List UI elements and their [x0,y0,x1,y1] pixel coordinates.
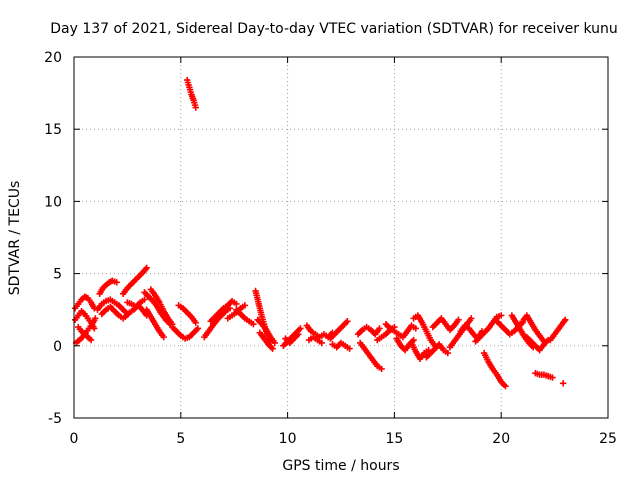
data-point [92,315,99,322]
tick-labels: 0 5 10 15 20 25 -5 0 5 10 15 20 [44,50,617,447]
data-point [143,264,150,272]
data-point [378,365,385,373]
data-point [192,319,199,326]
y-tick-label: 10 [44,194,62,210]
grid-lines [74,57,608,418]
y-tick-label: 20 [44,50,62,66]
plot-frame [73,56,609,419]
y-tick-label: 0 [53,339,62,355]
data-point [194,325,202,332]
data-point [269,345,276,352]
data-point [562,316,569,324]
x-tick-label: 0 [70,431,79,447]
data-points [71,76,569,390]
x-axis-title: GPS time / hours [282,458,399,474]
y-tick-label: 5 [53,267,62,283]
data-point [160,333,167,341]
data-point [271,339,278,347]
data-point [297,325,304,332]
chart-title: Day 137 of 2021, Sidereal Day-to-day VTE… [50,21,618,37]
x-tick-label: 5 [176,431,185,447]
data-point [549,374,556,381]
data-point [444,349,451,357]
data-point [455,316,462,324]
y-tick-label: -5 [48,411,62,427]
x-tick-label: 10 [279,431,297,447]
data-point [233,300,240,308]
data-point [192,104,199,111]
data-point [344,318,351,325]
x-tick-label: 20 [492,431,510,447]
data-point [468,315,475,322]
data-point [141,296,148,303]
y-tick-label: 15 [44,122,62,138]
data-point [318,339,325,347]
data-point [376,325,383,332]
x-tick-label: 15 [385,431,403,447]
data-point [113,279,120,286]
y-axis-title: SDTVAR / TECUs [7,181,23,296]
data-point [295,331,302,338]
data-point [559,380,567,387]
data-point [346,345,353,352]
x-tick-label: 25 [599,431,617,447]
data-point [250,320,257,328]
data-point [502,383,509,390]
data-point [91,325,98,332]
data-point [87,336,95,344]
data-point [412,325,419,332]
data-point [241,302,249,309]
data-point [498,312,505,319]
axis-ticks [73,56,609,419]
